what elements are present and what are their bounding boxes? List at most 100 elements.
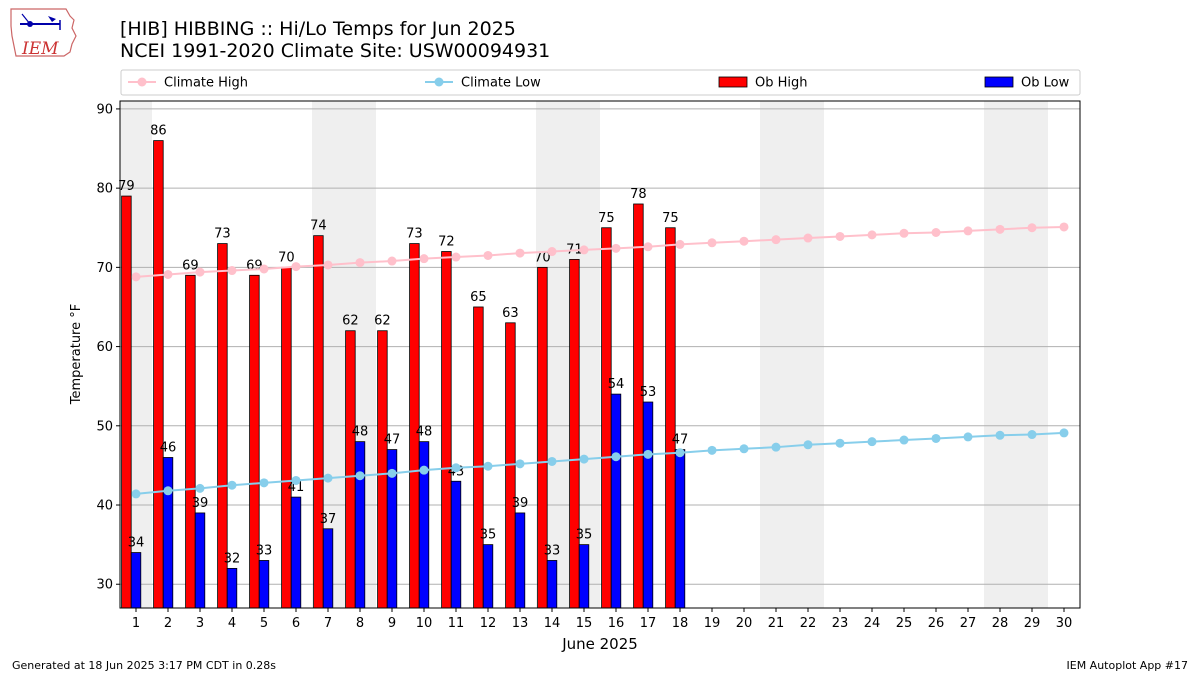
climate-high-point bbox=[1027, 223, 1037, 233]
x-tick-label: 5 bbox=[260, 616, 268, 631]
climate-low-point bbox=[131, 489, 141, 499]
climate-high-point bbox=[963, 226, 973, 236]
legend-label-climate-high: Climate High bbox=[164, 76, 248, 91]
climate-high-point bbox=[611, 243, 621, 253]
ob-high-label: 62 bbox=[342, 314, 359, 329]
climate-low-point bbox=[163, 486, 173, 496]
climate-high-point bbox=[739, 236, 749, 246]
ob-low-label: 46 bbox=[160, 440, 177, 455]
ob-low-label: 35 bbox=[576, 528, 593, 543]
y-axis-label: Temperature °F bbox=[69, 304, 84, 405]
ob-low-label: 39 bbox=[192, 496, 209, 511]
x-tick-label: 20 bbox=[736, 616, 753, 631]
climate-low-point bbox=[291, 475, 301, 485]
climate-low-point bbox=[579, 454, 589, 464]
ob-low-bar bbox=[482, 544, 494, 609]
ob-high-bar bbox=[441, 251, 452, 609]
legend-label-ob-low: Ob Low bbox=[1021, 76, 1070, 91]
climate-high-point bbox=[547, 247, 557, 257]
ob-high-label: 70 bbox=[534, 250, 551, 265]
climate-low-point bbox=[355, 471, 365, 481]
ob-low-label: 33 bbox=[256, 543, 273, 558]
x-tick-label: 24 bbox=[864, 616, 881, 631]
ob-high-bar bbox=[665, 227, 676, 609]
climate-high-point bbox=[771, 235, 781, 245]
x-tick-label: 13 bbox=[512, 616, 529, 631]
ob-high-bar bbox=[473, 306, 484, 609]
iem-logo: IEM bbox=[8, 6, 80, 60]
ob-high-bar bbox=[281, 266, 292, 609]
climate-low-point bbox=[963, 432, 973, 442]
ob-high-label: 79 bbox=[118, 179, 135, 194]
climate-low-point bbox=[483, 461, 493, 471]
climate-low-point bbox=[1059, 428, 1069, 438]
climate-high-line bbox=[135, 225, 1065, 278]
climate-low-point bbox=[419, 465, 429, 475]
ob-low-bar bbox=[450, 480, 462, 609]
ob-high-label: 72 bbox=[438, 235, 455, 250]
ob-low-label: 54 bbox=[608, 377, 625, 392]
plot-frame bbox=[119, 100, 1081, 609]
climate-low-point bbox=[867, 437, 877, 447]
climate-high-point bbox=[675, 239, 685, 249]
x-tick-label: 7 bbox=[324, 616, 332, 631]
climate-high-point bbox=[515, 248, 525, 258]
ob-high-bar bbox=[601, 227, 612, 609]
logo-text: IEM bbox=[22, 39, 59, 59]
y-tick-label: 90 bbox=[96, 102, 113, 117]
climate-high-point bbox=[579, 245, 589, 255]
footer-app: IEM Autoplot App #17 bbox=[1066, 659, 1189, 672]
climate-high-point bbox=[291, 262, 301, 272]
climate-high-point bbox=[355, 258, 365, 268]
ob-low-label: 35 bbox=[480, 528, 497, 543]
x-tick-label: 22 bbox=[800, 616, 817, 631]
legend-marker-climate-low bbox=[434, 77, 444, 87]
x-tick-label: 28 bbox=[992, 616, 1009, 631]
climate-high-point bbox=[323, 260, 333, 270]
ob-high-bar bbox=[185, 274, 196, 609]
ob-low-label: 53 bbox=[640, 385, 657, 400]
x-tick-label: 26 bbox=[928, 616, 945, 631]
x-tick-label: 3 bbox=[196, 616, 204, 631]
climate-low-point bbox=[387, 468, 397, 478]
climate-low-point bbox=[931, 433, 941, 443]
ob-low-bar bbox=[194, 512, 206, 609]
ob-high-bar bbox=[313, 235, 324, 609]
x-tick-label: 8 bbox=[356, 616, 364, 631]
ob-low-label: 33 bbox=[544, 543, 561, 558]
ob-low-bar bbox=[578, 544, 590, 609]
climate-low-point bbox=[739, 444, 749, 454]
climate-low-point bbox=[995, 430, 1005, 440]
ob-low-bar bbox=[354, 441, 366, 609]
ob-high-label: 63 bbox=[502, 306, 519, 321]
x-tick-label: 27 bbox=[960, 616, 977, 631]
iem-iowa-logo-icon bbox=[10, 8, 77, 57]
y-tick-label: 80 bbox=[96, 182, 113, 197]
y-tick-label: 60 bbox=[96, 340, 113, 355]
ob-high-label: 74 bbox=[310, 219, 327, 234]
ob-low-label: 41 bbox=[288, 480, 305, 495]
legend-swatch-ob-low bbox=[984, 76, 1014, 88]
ob-high-bar bbox=[345, 330, 356, 609]
ob-high-bar bbox=[569, 259, 580, 609]
ob-low-label: 37 bbox=[320, 512, 337, 527]
climate-low-point bbox=[771, 442, 781, 452]
ob-low-label: 32 bbox=[224, 551, 241, 566]
climate-high-point bbox=[899, 228, 909, 238]
ob-high-label: 75 bbox=[662, 211, 679, 226]
climate-low-point bbox=[803, 440, 813, 450]
ob-low-label: 48 bbox=[352, 425, 369, 440]
climate-low-point bbox=[899, 435, 909, 445]
climate-low-point bbox=[451, 463, 461, 473]
ob-high-bar bbox=[377, 330, 388, 609]
x-tick-label: 21 bbox=[768, 616, 785, 631]
climate-high-point bbox=[227, 266, 237, 276]
legend-label-ob-high: Ob High bbox=[755, 76, 808, 91]
legend-box bbox=[120, 69, 1081, 96]
climate-low-point bbox=[1027, 430, 1037, 440]
ob-low-label: 34 bbox=[128, 536, 145, 551]
climate-low-point bbox=[323, 473, 333, 483]
climate-high-point bbox=[387, 256, 397, 266]
